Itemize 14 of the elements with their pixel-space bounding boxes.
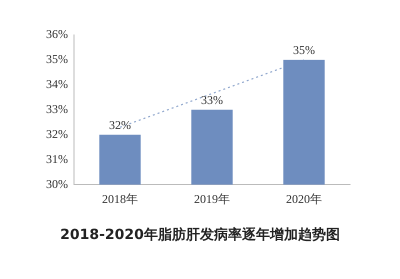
y-tick-label: 34% [46,77,68,92]
text: 32% [108,118,131,132]
y-tick-label: 35% [46,52,68,66]
text: 33% [201,92,223,107]
text: 2018-2020年脂肪肝发病率逐年增加趋势图 [59,226,341,244]
y-tick-label: 36% [46,27,68,42]
x-tick-label: 2020年 [286,192,322,206]
text: 35% [293,43,315,58]
x-tick-label: 2019年 [194,192,230,206]
x-tick-label: 2018年 [102,192,138,206]
y-tick-label: 30% [46,176,68,191]
y-tick-label: 33% [46,102,68,116]
y-tick-label: 31% [46,152,68,166]
y-tick-label: 32% [46,126,68,141]
